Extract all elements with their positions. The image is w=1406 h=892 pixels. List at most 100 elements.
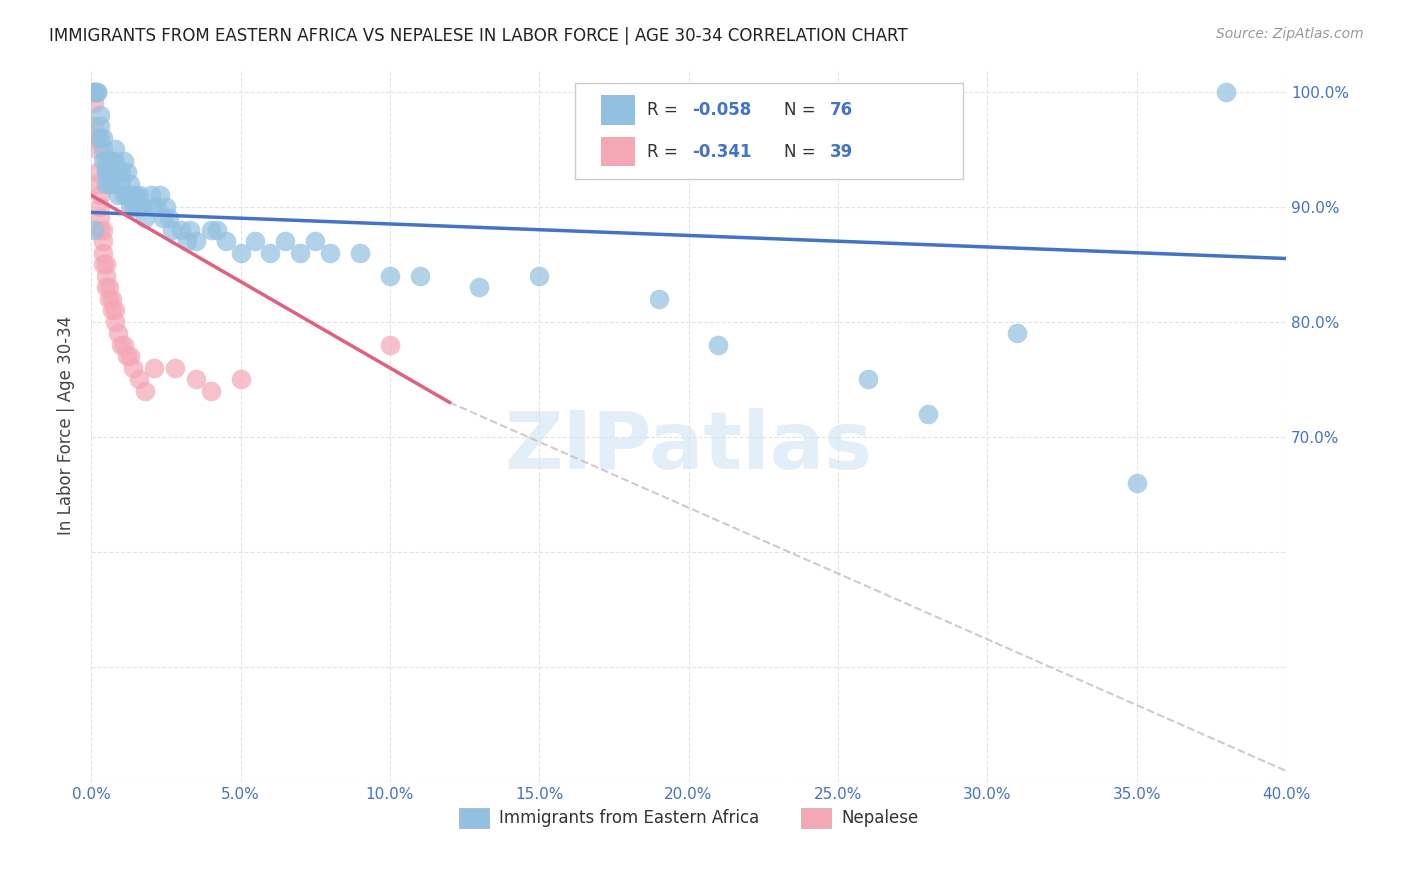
Point [86, 142, 108, 156]
Point [98, 177, 121, 191]
Point [529, 268, 551, 283]
Point [707, 338, 730, 352]
Point [94, 153, 117, 168]
Text: -0.058: -0.058 [692, 102, 751, 120]
Point [91, 223, 114, 237]
Point [94, 165, 117, 179]
Point [122, 188, 145, 202]
Point [107, 165, 129, 179]
Point [259, 245, 281, 260]
Point [91, 153, 114, 168]
Point [112, 153, 135, 168]
Point [163, 360, 186, 375]
Point [409, 268, 432, 283]
Point [89, 200, 111, 214]
Point [468, 280, 491, 294]
Point [110, 338, 132, 352]
Point [157, 211, 180, 226]
Point [98, 165, 121, 179]
Point [101, 153, 124, 168]
Point [290, 245, 312, 260]
Point [83, 85, 105, 99]
Point [160, 223, 183, 237]
Point [142, 360, 165, 375]
Point [86, 130, 108, 145]
Point [856, 372, 879, 386]
Text: ZIPatlas: ZIPatlas [505, 408, 873, 486]
Point [378, 338, 401, 352]
Point [1005, 326, 1028, 341]
Point [200, 384, 222, 398]
Point [104, 153, 127, 168]
Point [139, 188, 162, 202]
Text: N =: N = [785, 143, 821, 161]
Point [89, 107, 111, 121]
Point [83, 223, 105, 237]
Point [1215, 85, 1237, 99]
Point [110, 177, 132, 191]
Point [86, 177, 108, 191]
Point [94, 177, 117, 191]
Text: 76: 76 [830, 102, 852, 120]
Point [122, 200, 145, 214]
Point [89, 188, 111, 202]
Point [647, 292, 669, 306]
Bar [602, 136, 634, 167]
Point [118, 177, 141, 191]
Point [131, 200, 153, 214]
Text: IMMIGRANTS FROM EASTERN AFRICA VS NEPALESE IN LABOR FORCE | AGE 30-34 CORRELATIO: IMMIGRANTS FROM EASTERN AFRICA VS NEPALE… [49, 27, 908, 45]
Point [83, 130, 105, 145]
Point [179, 223, 201, 237]
Point [229, 245, 252, 260]
FancyBboxPatch shape [575, 83, 963, 179]
Text: Source: ZipAtlas.com: Source: ZipAtlas.com [1216, 27, 1364, 41]
Point [98, 153, 121, 168]
Text: -0.341: -0.341 [692, 143, 752, 161]
Point [110, 165, 132, 179]
Point [152, 211, 174, 226]
Point [83, 85, 105, 99]
Point [274, 234, 297, 248]
Point [101, 177, 124, 191]
Point [349, 245, 371, 260]
Point [91, 257, 114, 271]
Point [98, 292, 121, 306]
Point [170, 223, 193, 237]
Point [319, 245, 342, 260]
Point [101, 292, 124, 306]
Point [91, 142, 114, 156]
Point [94, 165, 117, 179]
Point [104, 303, 127, 318]
Point [214, 234, 236, 248]
Point [149, 188, 172, 202]
Point [128, 372, 150, 386]
Point [176, 234, 198, 248]
Point [155, 200, 177, 214]
Point [112, 338, 135, 352]
Point [89, 119, 111, 133]
Point [115, 165, 138, 179]
Point [125, 200, 148, 214]
Point [83, 119, 105, 133]
Point [86, 85, 108, 99]
Point [245, 234, 267, 248]
Point [128, 188, 150, 202]
Point [91, 245, 114, 260]
Point [89, 211, 111, 226]
Point [101, 303, 124, 318]
Point [112, 188, 135, 202]
Point [104, 315, 127, 329]
Point [1125, 475, 1147, 490]
Point [125, 188, 148, 202]
Point [91, 130, 114, 145]
Point [101, 165, 124, 179]
Point [134, 384, 156, 398]
Point [98, 165, 121, 179]
Text: N =: N = [785, 102, 821, 120]
Point [917, 407, 939, 421]
Y-axis label: In Labor Force | Age 30-34: In Labor Force | Age 30-34 [58, 316, 75, 535]
Point [83, 85, 105, 99]
Bar [602, 95, 634, 126]
Point [107, 326, 129, 341]
Point [118, 200, 141, 214]
